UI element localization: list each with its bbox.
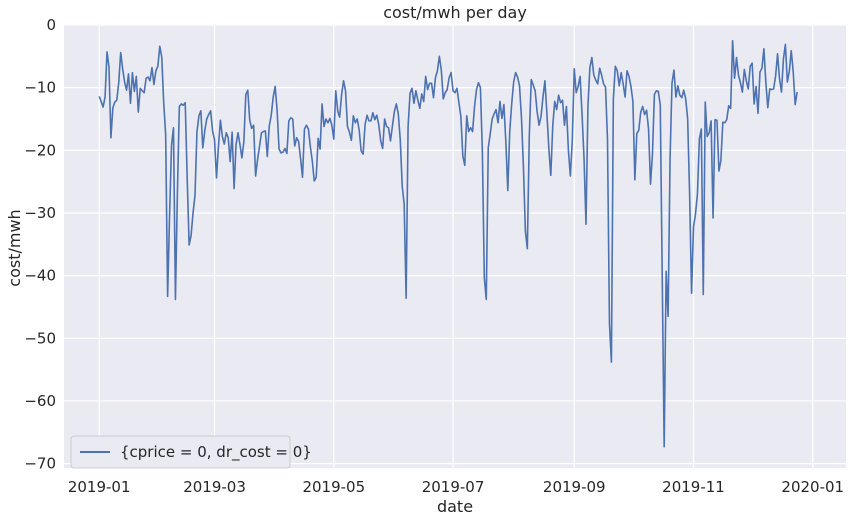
y-tick-label: −20	[24, 141, 56, 159]
plot-background	[64, 25, 846, 468]
x-tick-label: 2019-03	[183, 478, 246, 496]
y-tick-label: −70	[24, 455, 56, 473]
x-tick-label: 2019-09	[543, 478, 606, 496]
y-tick-label: 0	[46, 16, 56, 34]
legend-label: {cprice = 0, dr_cost = 0}	[120, 443, 312, 462]
x-tick-label: 2020-01	[781, 478, 844, 496]
x-tick-label: 2019-11	[662, 478, 725, 496]
y-axis-label: cost/mwh	[5, 209, 24, 286]
legend: {cprice = 0, dr_cost = 0}	[70, 435, 312, 469]
chart-title: cost/mwh per day	[383, 3, 527, 22]
x-tick-labels: 2019-01 2019-03 2019-05 2019-07 2019-09 2019-…	[68, 478, 844, 496]
y-tick-label: −50	[24, 329, 56, 347]
x-tick-label: 2019-01	[68, 478, 131, 496]
x-tick-label: 2019-05	[302, 478, 365, 496]
series-line	[98, 39, 798, 448]
y-tick-label: −60	[24, 392, 56, 410]
x-axis-label: date	[437, 497, 473, 516]
legend-box	[70, 435, 291, 469]
y-tick-labels: 0 −10 −20 −30 −40 −50 −60 −70	[24, 16, 56, 473]
y-tick-label: −10	[24, 79, 56, 97]
x-tick-label: 2019-07	[422, 478, 485, 496]
y-tick-label: −40	[24, 267, 56, 285]
series-layer	[98, 39, 798, 448]
y-tick-label: −30	[24, 204, 56, 222]
